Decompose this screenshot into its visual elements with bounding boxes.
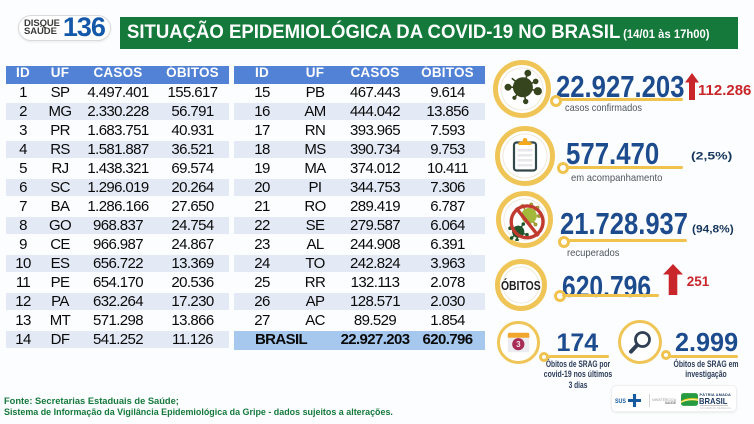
- svg-text:3: 3: [516, 340, 521, 349]
